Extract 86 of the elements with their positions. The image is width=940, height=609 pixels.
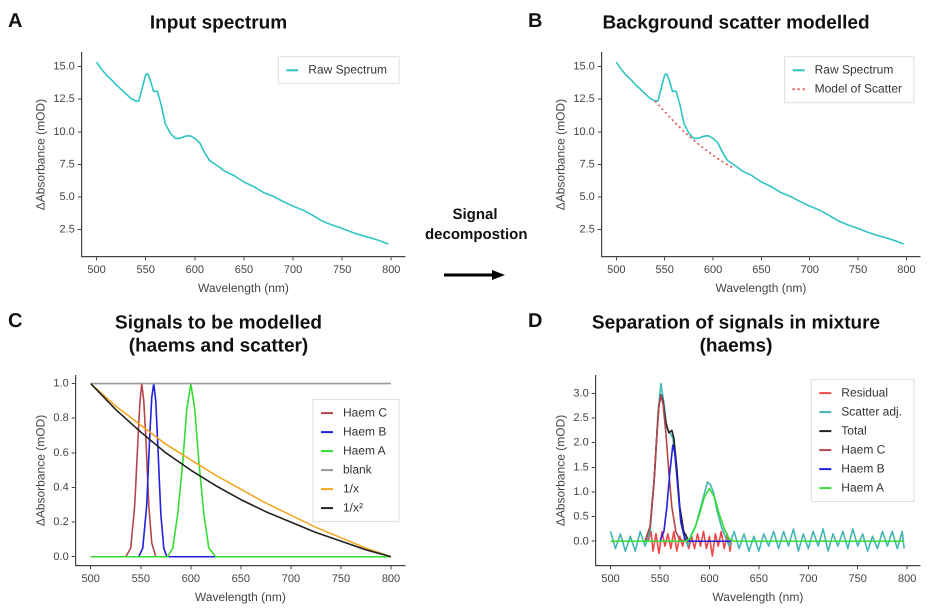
legend-label: Residual [841, 385, 888, 400]
line-series [654, 100, 734, 168]
y-tick-label: 0.0 [573, 535, 589, 548]
x-tick-label: 700 [284, 264, 302, 276]
y-tick-label: 0.2 [53, 516, 69, 528]
x-tick-label: 750 [332, 573, 350, 586]
x-tick-label: 550 [655, 264, 674, 276]
y-tick-label: 0.5 [573, 510, 589, 523]
x-tick-label: 650 [234, 264, 254, 276]
y-tick-label: 15.0 [53, 60, 75, 73]
chart-title: Signals to be modelled (haems and scatter) [115, 312, 322, 356]
x-tick-label: 500 [87, 264, 106, 276]
y-tick-label: 0.8 [53, 412, 69, 424]
x-tick-label: 750 [848, 573, 867, 586]
y-tick-label: 2.5 [573, 412, 589, 424]
x-tick-label: 600 [182, 573, 200, 586]
x-tick-label: 550 [132, 573, 150, 586]
y-tick-label: 0.4 [53, 482, 69, 494]
text: C [8, 310, 22, 333]
legend-label: Raw Spectrum [308, 62, 388, 77]
y-axis-title: ΔAbsorbance (mOD) [554, 98, 568, 210]
x-axis-title: Wavelength (nm) [198, 281, 289, 296]
x-tick-label: 500 [607, 264, 626, 276]
y-tick-label: 7.5 [580, 158, 595, 170]
y-tick-label: 10.0 [53, 126, 75, 138]
legend-label: Haem C [342, 405, 388, 420]
y-tick-label: 2.5 [60, 224, 75, 236]
text: B [528, 10, 542, 33]
y-tick-label: 1.5 [573, 461, 589, 474]
x-axis-title: Wavelength (nm) [715, 281, 806, 296]
x-tick-label: 600 [186, 264, 204, 276]
x-tick-label: 650 [752, 264, 771, 276]
y-tick-label: 7.5 [60, 158, 75, 170]
y-tick-label: 1.0 [53, 378, 69, 390]
legend-label: Model of Scatter [814, 82, 902, 96]
y-tick-label: 2.5 [580, 224, 595, 236]
y-tick-label: 10.0 [573, 126, 595, 138]
y-axis-title: ΔAbsorbance (mOD) [34, 98, 48, 210]
x-tick-label: 550 [136, 264, 155, 276]
legend-label: Haem A [342, 443, 386, 458]
x-tick-label: 750 [332, 264, 352, 276]
legend-label: 1/x [342, 481, 360, 496]
legend-label: Haem A [841, 480, 884, 494]
y-tick-label: 12.5 [53, 93, 75, 106]
y-tick-label: 2.0 [573, 436, 589, 449]
legend-label: Scatter adj. [841, 404, 902, 418]
legend-label: Raw Spectrum [814, 62, 894, 77]
x-tick-label: 700 [799, 573, 818, 586]
x-tick-label: 700 [282, 573, 300, 586]
x-axis-title: Wavelength (nm) [194, 590, 286, 604]
y-tick-label: 5.0 [60, 191, 75, 204]
x-tick-label: 800 [382, 264, 400, 276]
y-tick-label: 0.0 [53, 550, 69, 563]
x-tick-label: 500 [601, 573, 620, 586]
x-tick-label: 750 [848, 264, 868, 276]
x-tick-label: 700 [800, 264, 819, 276]
y-tick-label: 3.0 [573, 387, 589, 400]
text: A [8, 10, 22, 33]
legend-label: 1/x² [342, 500, 364, 514]
x-tick-label: 550 [650, 573, 670, 586]
chart-title: Separation of signals in mixture (haems) [592, 312, 880, 356]
y-tick-label: 15.0 [573, 60, 595, 73]
x-tick-label: 500 [82, 573, 100, 586]
text: Signal decompostion [425, 205, 528, 245]
chart-title: Background scatter modelled [602, 12, 870, 34]
x-tick-label: 600 [700, 573, 719, 586]
legend-label: Haem C [841, 442, 886, 456]
x-tick-label: 650 [232, 573, 250, 586]
y-tick-label: 1.0 [573, 486, 589, 498]
text: D [528, 310, 542, 333]
x-tick-label: 650 [750, 573, 768, 586]
x-tick-label: 800 [382, 573, 400, 586]
y-axis-title: ΔAbsorbance (mOD) [34, 414, 48, 526]
legend-label: Total [841, 423, 867, 438]
y-tick-label: 0.6 [53, 446, 69, 459]
legend-label: Haem B [841, 461, 885, 476]
x-tick-label: 800 [897, 264, 916, 276]
legend-label: Haem B [342, 424, 386, 438]
x-tick-label: 600 [704, 264, 722, 276]
chart-title: Input spectrum [150, 12, 288, 34]
x-axis-title: Wavelength (nm) [712, 590, 804, 604]
y-axis-title: ΔAbsorbance (mOD) [554, 414, 568, 526]
legend-label: blank [342, 462, 373, 476]
x-tick-label: 800 [898, 573, 916, 586]
y-tick-label: 5.0 [580, 191, 595, 204]
y-tick-label: 12.5 [573, 93, 595, 106]
